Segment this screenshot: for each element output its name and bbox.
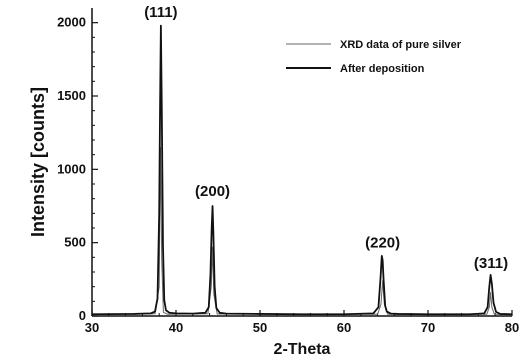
x-tick-label: 70 [421, 320, 435, 335]
x-axis-title: 2-Theta [274, 341, 331, 358]
peak-label: (200) [195, 183, 230, 200]
legend-label-after-deposition: After deposition [340, 63, 425, 75]
x-tick-label: 60 [337, 320, 351, 335]
legend-label-pure-silver: XRD data of pure silver [340, 39, 462, 51]
y-axis-title: Intensity [counts] [28, 87, 48, 237]
series-line-after-deposition [91, 24, 513, 316]
x-tick-label: 40 [169, 320, 183, 335]
series-line-pure-silver [91, 146, 513, 316]
peak-annotations: (111) (200) (220) (311) [144, 4, 508, 272]
y-tick-label: 500 [64, 235, 86, 250]
plot-frame [92, 8, 512, 316]
peak-label: (111) [144, 4, 177, 21]
x-tick-label: 50 [253, 320, 267, 335]
peak-label: (220) [365, 234, 400, 251]
y-tick-label: 1000 [57, 161, 86, 176]
x-tick-label: 80 [505, 320, 519, 335]
series-layer [91, 24, 513, 316]
y-tick-label: 1500 [57, 88, 86, 103]
legend: XRD data of pure silver After deposition [286, 39, 462, 75]
y-tick-label: 2000 [57, 15, 86, 30]
peak-label: (311) [474, 255, 508, 272]
y-ticks: 0 500 1000 1500 2000 [57, 15, 98, 323]
x-tick-label: 30 [85, 320, 99, 335]
y-tick-label: 0 [79, 308, 86, 323]
